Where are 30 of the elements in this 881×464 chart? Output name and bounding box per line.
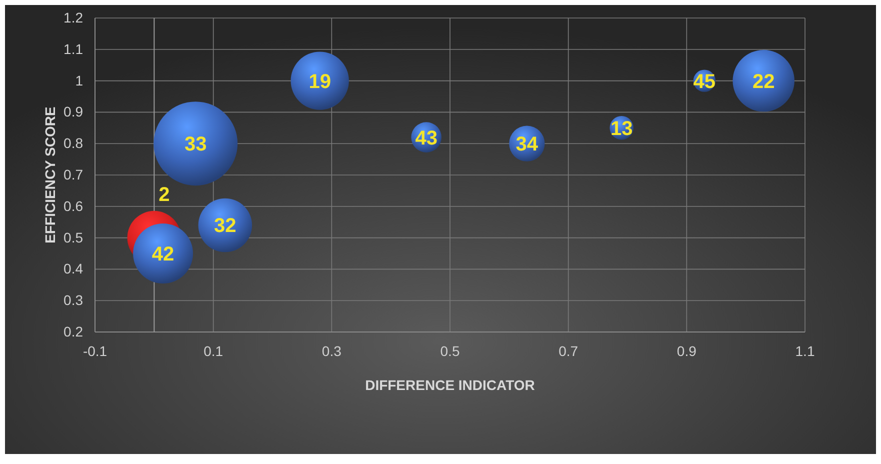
x-tick-label: 0.9	[676, 342, 697, 359]
annotation: 22	[752, 70, 775, 93]
x-axis-title: DIFFERENCE INDICATOR	[365, 377, 535, 393]
x-tick-label: 0.3	[322, 342, 342, 359]
y-tick-label: 0.8	[64, 135, 84, 152]
annotation: 45	[693, 70, 716, 93]
annotation: 2	[158, 184, 170, 206]
x-tick-label: 1.1	[795, 342, 815, 359]
y-axis-title: EFFICIENCY SCORE	[42, 106, 58, 244]
x-tick-label: 0.7	[558, 342, 578, 359]
y-tick-label: 1.1	[64, 40, 84, 57]
annotation: 34	[516, 134, 539, 156]
y-tick-label: 1.2	[64, 9, 84, 26]
y-tick-label: 0.5	[64, 229, 84, 246]
y-tick-label: 0.4	[64, 260, 84, 277]
annotation: 33	[184, 134, 207, 156]
annotation: 42	[152, 244, 174, 266]
annotation: 43	[415, 127, 438, 150]
y-tick-label: 0.2	[64, 323, 84, 340]
annotation: 19	[308, 70, 331, 93]
y-tick-label: 0.6	[64, 198, 84, 214]
y-tick-label: 0.7	[64, 166, 84, 182]
annotation: 13	[610, 118, 633, 140]
y-tick-label: 0.9	[64, 104, 84, 120]
x-tick-label: 0.1	[204, 342, 224, 359]
y-tick-label: 1	[75, 72, 84, 88]
x-tick-label: 0.5	[440, 342, 460, 359]
annotation: 32	[214, 215, 236, 238]
y-tick-label: 0.3	[64, 292, 84, 308]
x-tick-label: -0.1	[82, 342, 108, 359]
